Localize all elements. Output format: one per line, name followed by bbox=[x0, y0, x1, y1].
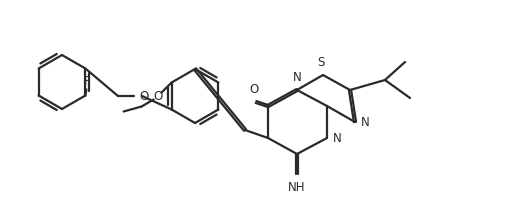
Text: O: O bbox=[249, 83, 258, 96]
Text: NH: NH bbox=[288, 181, 305, 194]
Text: S: S bbox=[317, 56, 324, 69]
Text: N: N bbox=[292, 71, 301, 84]
Text: O: O bbox=[153, 90, 162, 103]
Text: N: N bbox=[332, 131, 341, 145]
Text: N: N bbox=[360, 115, 369, 129]
Text: O: O bbox=[139, 89, 148, 103]
Text: F: F bbox=[84, 74, 91, 88]
